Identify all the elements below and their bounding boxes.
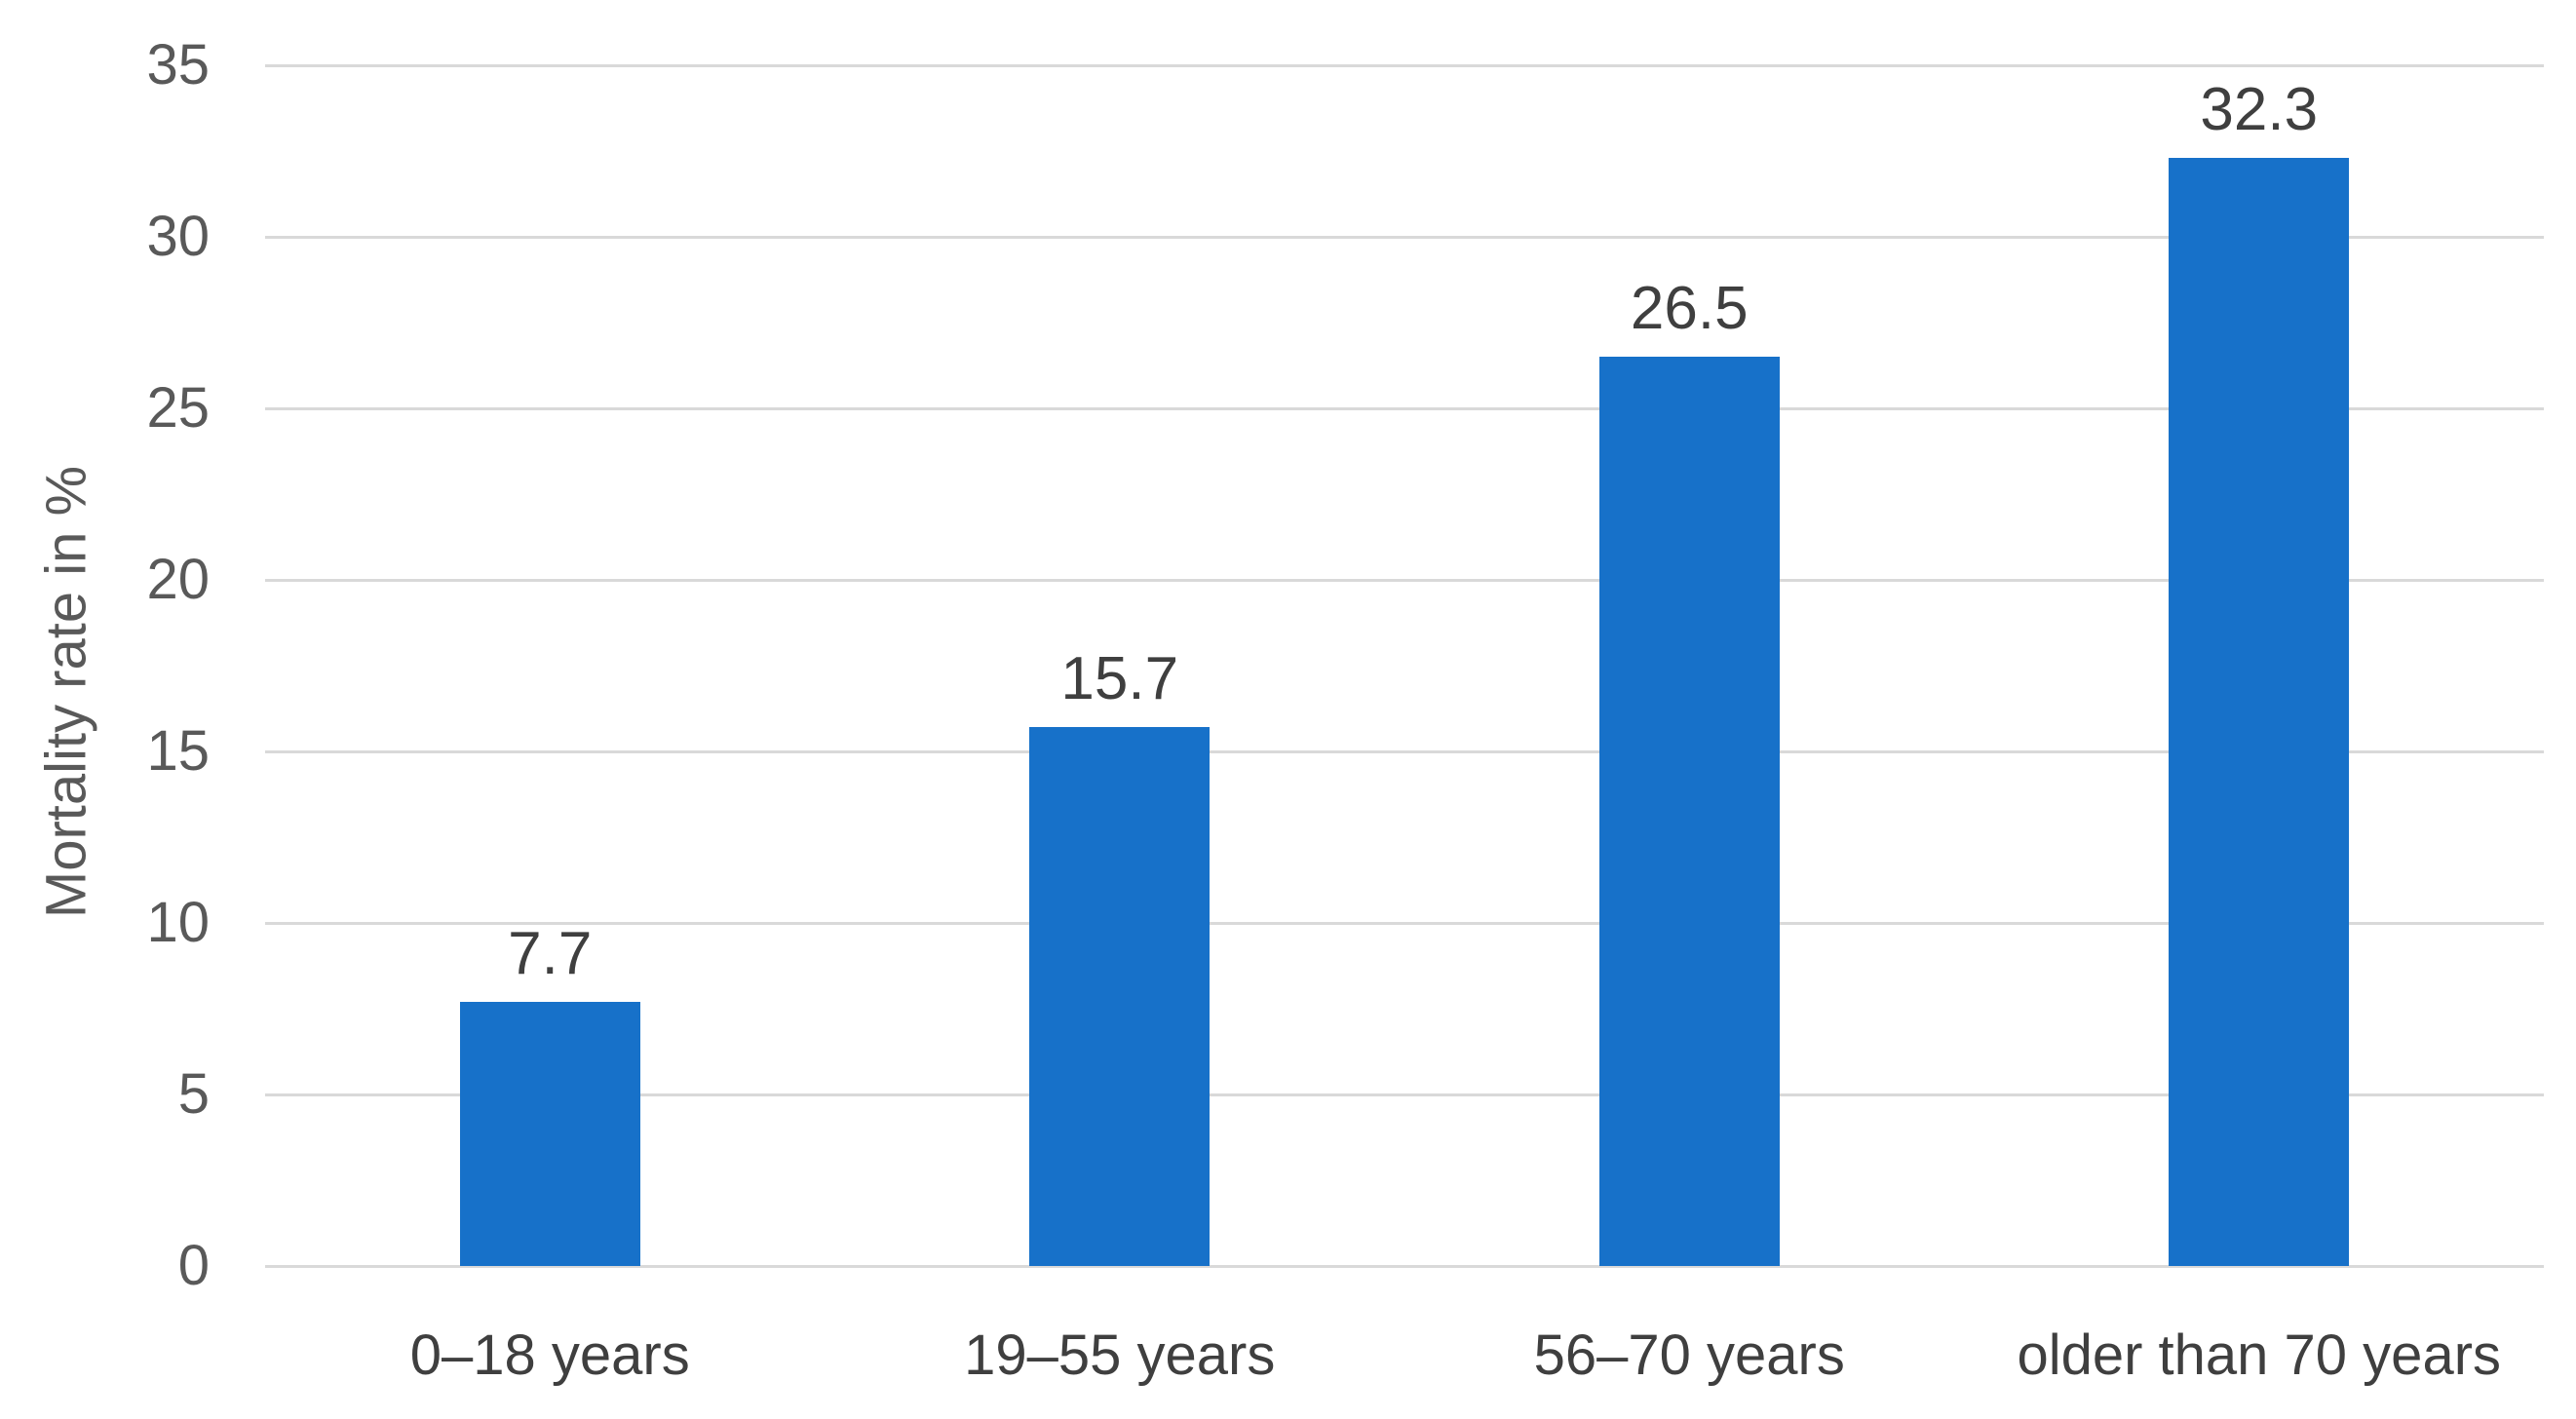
bar-4 <box>2169 158 2350 1266</box>
y-axis-tick-label: 30 <box>146 205 210 268</box>
y-axis-tick-label: 15 <box>146 719 210 783</box>
y-axis-tick-label: 10 <box>146 891 210 954</box>
gridline-y-15 <box>265 749 2544 753</box>
y-axis-title: Mortality rate in % <box>34 465 98 919</box>
y-axis-tick-label: 25 <box>146 376 210 440</box>
gridline-y-25 <box>265 406 2544 410</box>
bar-value-label: 15.7 <box>1060 645 1179 713</box>
gridline-y-0 <box>265 1264 2544 1268</box>
y-axis-tick-label: 0 <box>177 1234 210 1297</box>
gridline-y-20 <box>265 578 2544 582</box>
bar-value-label: 7.7 <box>508 919 593 987</box>
bar-value-label: 32.3 <box>2200 76 2319 144</box>
bar-3 <box>1598 357 1780 1266</box>
bar-2 <box>1029 727 1211 1266</box>
y-axis-tick-label: 5 <box>177 1062 210 1126</box>
bar-value-label: 26.5 <box>1630 275 1749 343</box>
bar-1 <box>459 1001 640 1266</box>
y-axis-tick-label: 20 <box>146 548 210 611</box>
gridline-y-35 <box>265 63 2544 67</box>
y-axis-tick-label: 35 <box>146 33 210 96</box>
x-axis-category-label: 0–18 years <box>409 1323 690 1387</box>
x-axis-category-label: older than 70 years <box>2017 1323 2502 1387</box>
x-axis-category-label: 19–55 years <box>964 1323 1276 1387</box>
gridline-y-5 <box>265 1093 2544 1096</box>
x-axis-category-label: 56–70 years <box>1533 1323 1845 1387</box>
gridline-y-30 <box>265 235 2544 239</box>
gridline-y-10 <box>265 921 2544 925</box>
